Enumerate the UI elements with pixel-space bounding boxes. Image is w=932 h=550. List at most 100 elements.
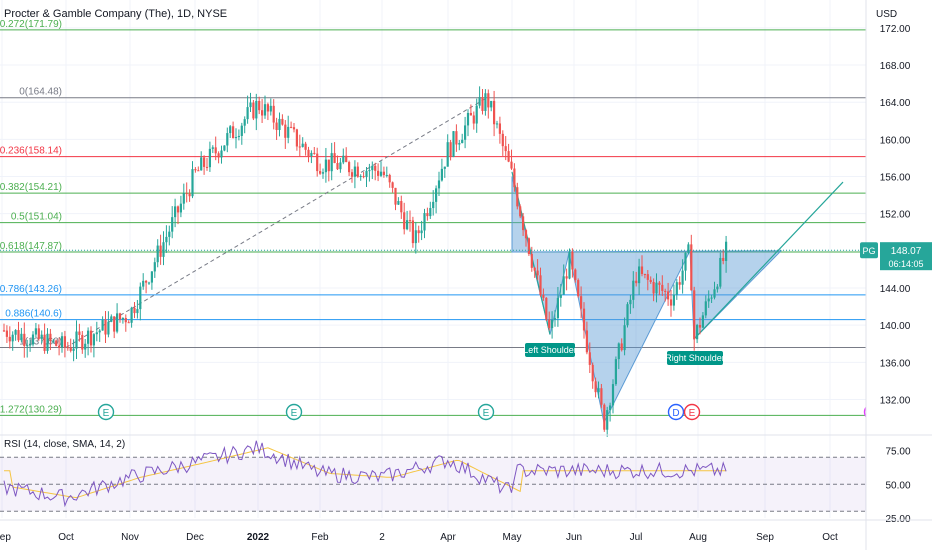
candle-body (582, 308, 586, 331)
event-marker-letter: E (689, 408, 696, 419)
candle (614, 356, 617, 386)
candle (432, 190, 435, 216)
candle-body (696, 325, 699, 340)
candle (693, 286, 696, 351)
time-tick-label: Feb (311, 532, 329, 543)
candle (350, 169, 354, 183)
event-marker-letter: E (291, 408, 298, 419)
candle (255, 93, 258, 131)
candle (330, 142, 333, 181)
candle (55, 339, 58, 347)
candle-body (403, 212, 406, 230)
candle-body (603, 404, 606, 430)
candle-body (545, 297, 548, 320)
candle-body (98, 330, 101, 333)
candle (203, 155, 206, 175)
price-axis: USD 172.00 168.00 164.00 160.00 156.00 152.00 1… (865, 0, 932, 550)
candle-body (664, 290, 667, 292)
event-marker-icon: D (667, 403, 685, 421)
price-badge-box (880, 242, 932, 271)
candle-body (208, 148, 211, 168)
event-marker-icon: E (97, 403, 115, 421)
candle-body (725, 241, 728, 261)
candle (211, 145, 214, 154)
candle (124, 314, 127, 332)
candle-body (481, 97, 484, 111)
candle (121, 317, 124, 324)
candle-body (226, 133, 229, 146)
candle (49, 328, 52, 351)
candle-body (136, 309, 139, 314)
candle (37, 324, 40, 341)
candle (388, 173, 391, 188)
candle-body (81, 334, 84, 350)
candle (240, 122, 243, 145)
candle-body (69, 347, 72, 351)
candle (417, 225, 420, 243)
candle-body (232, 126, 235, 139)
candle-body (217, 153, 220, 158)
fib-level-label: 0.786(143.26) (0, 284, 62, 295)
candle (278, 112, 281, 137)
candle-body (284, 124, 287, 138)
candle (667, 282, 670, 306)
candle (600, 383, 603, 409)
candle (443, 166, 446, 178)
candle (20, 327, 23, 343)
candle-body (298, 146, 301, 148)
candle-body (145, 280, 148, 283)
candle (156, 239, 159, 268)
candle (304, 141, 307, 156)
candle-body (658, 282, 661, 285)
fib-level-label: 0.236(158.14) (0, 146, 62, 157)
candle (533, 266, 536, 278)
candle (684, 252, 687, 281)
candle (391, 181, 394, 193)
candle (449, 139, 452, 161)
rsi-pane: RSI (14, close, SMA, 14, 2)75.0050.0025.… (0, 434, 932, 525)
candle-body (669, 299, 673, 306)
candle-body (678, 282, 681, 285)
candle-body (681, 270, 684, 285)
time-tick-label: May (503, 532, 522, 543)
candle-body (533, 267, 536, 271)
event-marker-letter: D (672, 408, 679, 419)
candle (551, 311, 554, 339)
candle-body (458, 143, 461, 145)
candle-body (597, 388, 600, 393)
candle-body (278, 118, 281, 130)
candle (171, 206, 174, 239)
candle (52, 338, 55, 344)
candle-body (350, 172, 354, 177)
candle (690, 234, 693, 291)
candle-body (435, 188, 438, 202)
rsi-line (3, 440, 727, 508)
candle (368, 163, 371, 182)
candle (519, 204, 522, 219)
candle-body (316, 153, 319, 172)
candle (275, 117, 278, 140)
candle (200, 151, 203, 171)
candle (623, 317, 626, 356)
candle-body (223, 145, 226, 151)
candle-body (55, 340, 58, 346)
candle-body (292, 127, 296, 130)
candle (403, 202, 406, 235)
candle-body (452, 131, 455, 157)
candle (98, 329, 101, 342)
candle (606, 406, 609, 437)
candle (669, 289, 673, 317)
candle-body (510, 161, 513, 169)
left-shoulder-label: Left Shoulder (523, 343, 577, 357)
candle (8, 326, 11, 349)
candle-body (417, 230, 420, 234)
candle-body (156, 245, 159, 263)
event-marker-icon: E (477, 403, 495, 421)
candle-body (153, 262, 156, 272)
candle (116, 303, 119, 334)
candle (365, 167, 368, 187)
event-marker-circle (683, 403, 701, 421)
candle (687, 242, 690, 255)
